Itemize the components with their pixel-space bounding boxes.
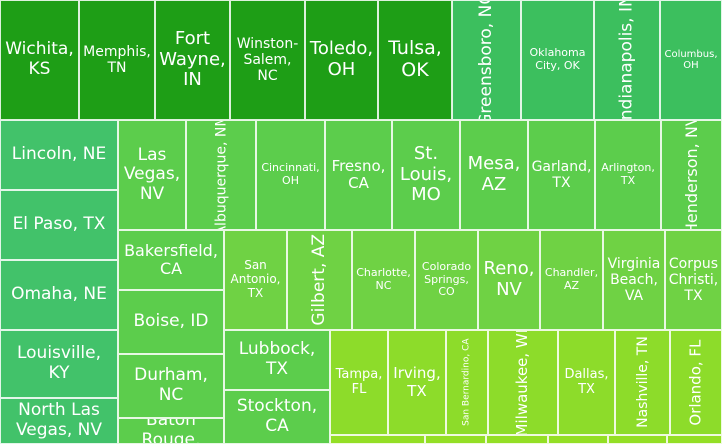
- tile-irving-tx[interactable]: Irving, TX: [388, 330, 446, 435]
- tile-label: Cincinnati, OH: [261, 161, 320, 187]
- tile-louisville-ky[interactable]: Louisville, KY: [0, 330, 118, 398]
- tile-winston-salem-nc[interactable]: Winston- Salem, NC: [230, 0, 305, 120]
- tile-label: Oklahoma City, OK: [529, 46, 586, 72]
- tile-label: Toledo, OH: [309, 38, 374, 80]
- tile-label: Arlington, TX: [601, 161, 655, 187]
- tile-label: Columbus, OH: [664, 48, 718, 72]
- tile-label: Colorado Springs, CO: [421, 260, 472, 299]
- tile-arlington-tx[interactable]: Arlington, TX: [595, 120, 661, 230]
- tile-label: Tampa, FL: [335, 366, 383, 397]
- tile-blank-49[interactable]: [608, 435, 667, 444]
- tile-blank-45[interactable]: [330, 435, 425, 444]
- tile-cincinnati-oh[interactable]: Cincinnati, OH: [256, 120, 325, 230]
- tile-tampa-fl[interactable]: Tampa, FL: [330, 330, 388, 435]
- tile-label: Omaha, NE: [11, 284, 107, 305]
- tile-wichita-ks[interactable]: Wichita, KS: [0, 0, 79, 120]
- tile-label: Garland, TX: [531, 158, 592, 191]
- tile-label: Greensboro, NC: [475, 0, 496, 120]
- tile-label: Milwaukee, WI: [513, 330, 532, 435]
- tile-garland-tx[interactable]: Garland, TX: [528, 120, 595, 230]
- tile-label: El Paso, TX: [12, 214, 106, 235]
- tile-label: Gilbert, AZ: [308, 234, 329, 326]
- tile-label: Fort Wayne, IN: [159, 27, 226, 91]
- tile-reno-nv[interactable]: Reno, NV: [478, 230, 540, 330]
- tile-label: St. Louis, MO: [399, 142, 453, 206]
- tile-label: Boise, ID: [133, 311, 209, 332]
- tile-toledo-oh[interactable]: Toledo, OH: [305, 0, 378, 120]
- tile-memphis-tn[interactable]: Memphis, TN: [79, 0, 155, 120]
- tile-el-paso-tx[interactable]: El Paso, TX: [0, 190, 118, 260]
- tile-label: Tulsa, OK: [388, 37, 442, 81]
- tile-label: Mesa, AZ: [467, 153, 521, 195]
- tile-blank-50[interactable]: [667, 435, 722, 444]
- tile-stockton-ca[interactable]: Stockton, CA: [224, 390, 330, 444]
- tile-label: Albuquerque, NM: [212, 120, 229, 230]
- tile-colorado-springs-co[interactable]: Colorado Springs, CO: [415, 230, 478, 330]
- tile-label: Baton Rouge,: [141, 418, 201, 444]
- tile-charlotte-nc[interactable]: Charlotte, NC: [352, 230, 415, 330]
- tile-label: Virginia Beach, VA: [607, 255, 661, 305]
- tile-blank-46[interactable]: [425, 435, 486, 444]
- tile-henderson-nv[interactable]: Henderson, NV: [661, 120, 722, 230]
- tile-label: Orlando, FL: [686, 339, 705, 426]
- tile-label: Wichita, KS: [5, 39, 74, 79]
- tile-columbus-oh[interactable]: Columbus, OH: [660, 0, 722, 120]
- tile-label: Dallas, TX: [564, 366, 609, 397]
- tile-lubbock-tx[interactable]: Lubbock, TX: [224, 330, 330, 390]
- tile-label: Reno, NV: [483, 258, 535, 300]
- tile-corpus-christi-tx[interactable]: Corpus Christi, TX: [665, 230, 722, 330]
- tile-fort-wayne-in[interactable]: Fort Wayne, IN: [155, 0, 230, 120]
- tile-label: Winston- Salem, NC: [236, 35, 299, 85]
- tile-las-vegas-nv[interactable]: Las Vegas, NV: [118, 120, 186, 230]
- tile-label: San Bernardino, CA: [461, 338, 472, 427]
- tile-gilbert-az[interactable]: Gilbert, AZ: [287, 230, 352, 330]
- tile-dallas-tx[interactable]: Dallas, TX: [558, 330, 615, 435]
- tile-lincoln-ne[interactable]: Lincoln, NE: [0, 120, 118, 190]
- tile-label: Nashville, TN: [634, 336, 651, 429]
- tile-blank-47[interactable]: [486, 435, 548, 444]
- tile-label: Lincoln, NE: [11, 144, 107, 165]
- tile-milwaukee-wi[interactable]: Milwaukee, WI: [488, 330, 558, 435]
- tile-label: Louisville, KY: [16, 343, 102, 383]
- tile-label: Las Vegas, NV: [123, 144, 181, 204]
- tile-label: Henderson, NV: [681, 120, 701, 230]
- tile-orlando-fl[interactable]: Orlando, FL: [670, 330, 722, 435]
- tile-nashville-tn[interactable]: Nashville, TN: [615, 330, 670, 435]
- tile-fresno-ca[interactable]: Fresno, CA: [325, 120, 392, 230]
- tile-label: Fresno, CA: [331, 156, 386, 192]
- tile-boise-id[interactable]: Boise, ID: [118, 290, 224, 354]
- tile-label: Memphis, TN: [83, 43, 151, 76]
- tile-north-las-vegas-nv[interactable]: North Las Vegas, NV: [0, 398, 118, 444]
- tile-durham-nc[interactable]: Durham, NC: [118, 354, 224, 418]
- tile-label: Corpus Christi, TX: [668, 255, 719, 305]
- tile-label: Irving, TX: [393, 364, 441, 400]
- tile-indianapolis-in[interactable]: Indianapolis, IN: [594, 0, 660, 120]
- tile-label: Bakersfield, CA: [124, 240, 218, 278]
- tile-bakersfield-ca[interactable]: Bakersfield, CA: [118, 230, 224, 290]
- tile-albuquerque-nm[interactable]: Albuquerque, NM: [186, 120, 256, 230]
- tile-san-bernardino-ca[interactable]: San Bernardino, CA: [446, 330, 488, 435]
- tile-tulsa-ok[interactable]: Tulsa, OK: [378, 0, 452, 120]
- tile-label: Durham, NC: [134, 365, 208, 405]
- tile-oklahoma-city-ok[interactable]: Oklahoma City, OK: [521, 0, 594, 120]
- tile-blank-48[interactable]: [548, 435, 608, 444]
- tile-san-antonio-tx[interactable]: San Antonio, TX: [224, 230, 287, 330]
- tile-chandler-az[interactable]: Chandler, AZ: [540, 230, 603, 330]
- tile-baton-rouge-la[interactable]: Baton Rouge,: [118, 418, 224, 444]
- tile-label: San Antonio, TX: [230, 258, 281, 300]
- tile-label: Stockton, CA: [236, 396, 318, 436]
- tile-label: Lubbock, TX: [238, 339, 316, 379]
- tile-label: Indianapolis, IN: [616, 0, 637, 120]
- tile-st-louis-mo[interactable]: St. Louis, MO: [392, 120, 460, 230]
- tile-greensboro-nc[interactable]: Greensboro, NC: [452, 0, 521, 120]
- tile-label: North Las Vegas, NV: [16, 400, 102, 440]
- tile-virginia-beach-va[interactable]: Virginia Beach, VA: [603, 230, 665, 330]
- tile-mesa-az[interactable]: Mesa, AZ: [460, 120, 528, 230]
- tile-label: Charlotte, NC: [356, 266, 411, 292]
- tile-omaha-ne[interactable]: Omaha, NE: [0, 260, 118, 330]
- tile-label: Chandler, AZ: [544, 266, 599, 292]
